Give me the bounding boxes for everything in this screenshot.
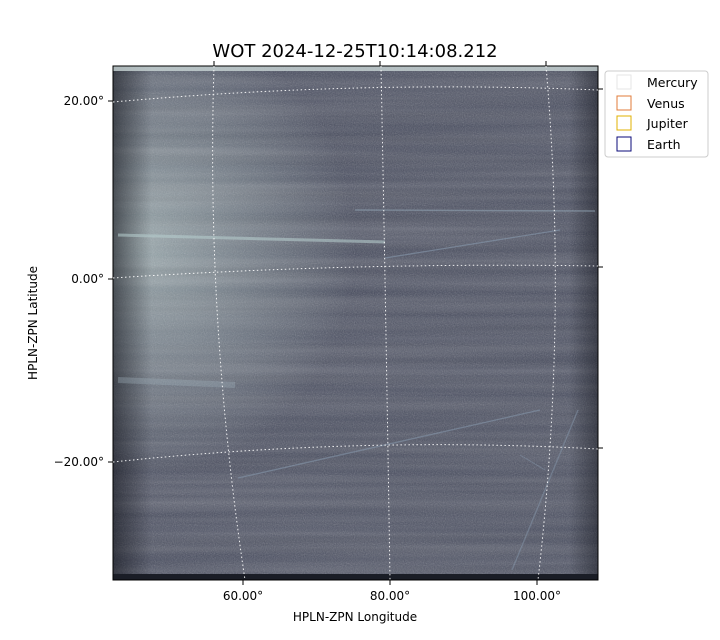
grid-lat-20	[112, 86, 599, 103]
x-tick-label: 100.00°	[513, 589, 561, 603]
y-tick-label: −20.00°	[54, 455, 104, 469]
legend-label-venus: Venus	[647, 96, 685, 111]
x-tick-label: 60.00°	[223, 589, 263, 603]
y-axis-label: HPLN-ZPN Latitude	[26, 266, 40, 380]
legend-swatch-jupiter	[616, 115, 632, 131]
x-axis-label: HPLN-ZPN Longitude	[293, 610, 417, 624]
legend-swatch-venus	[616, 95, 632, 111]
y-axis: 20.00° 0.00° −20.00° HPLN-ZPN Latitude	[26, 88, 603, 469]
grid-lat-minus20	[112, 444, 599, 463]
x-tick-label: 80.00°	[370, 589, 410, 603]
y-tick-label: 0.00°	[71, 272, 104, 286]
chart-title: WOT 2024-12-25T10:14:08.212	[212, 41, 497, 62]
legend-swatch-mercury	[616, 74, 632, 90]
legend-label-mercury: Mercury	[647, 75, 698, 90]
legend-label-jupiter: Jupiter	[646, 116, 689, 131]
legend-swatch-earth	[616, 136, 632, 152]
legend: Mercury Venus Jupiter Earth	[604, 70, 709, 158]
plot-frame	[112, 65, 599, 581]
x-axis: 60.00° 80.00° 100.00° HPLN-ZPN Longitude	[213, 61, 561, 624]
legend-box	[604, 70, 709, 158]
y-tick-label: 20.00°	[64, 94, 104, 108]
grid-lat-0	[112, 264, 599, 279]
coordinate-grid	[112, 65, 599, 581]
legend-label-earth: Earth	[647, 137, 681, 152]
solar-image	[113, 66, 598, 580]
